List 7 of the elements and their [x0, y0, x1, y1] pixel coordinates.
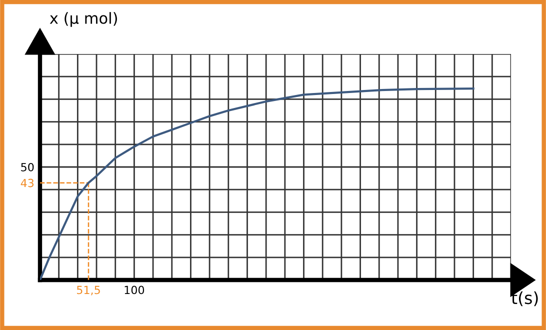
y-tick-label: 43 — [20, 178, 34, 188]
line-series — [40, 88, 474, 280]
x-axis-title: t(s) — [511, 291, 538, 306]
x-tick-label: 51,5 — [77, 286, 100, 296]
y-axis-title: x (µ mol) — [50, 12, 117, 27]
y-tick-label: 50 — [21, 162, 34, 172]
x-tick-label: 100 — [124, 286, 144, 294]
